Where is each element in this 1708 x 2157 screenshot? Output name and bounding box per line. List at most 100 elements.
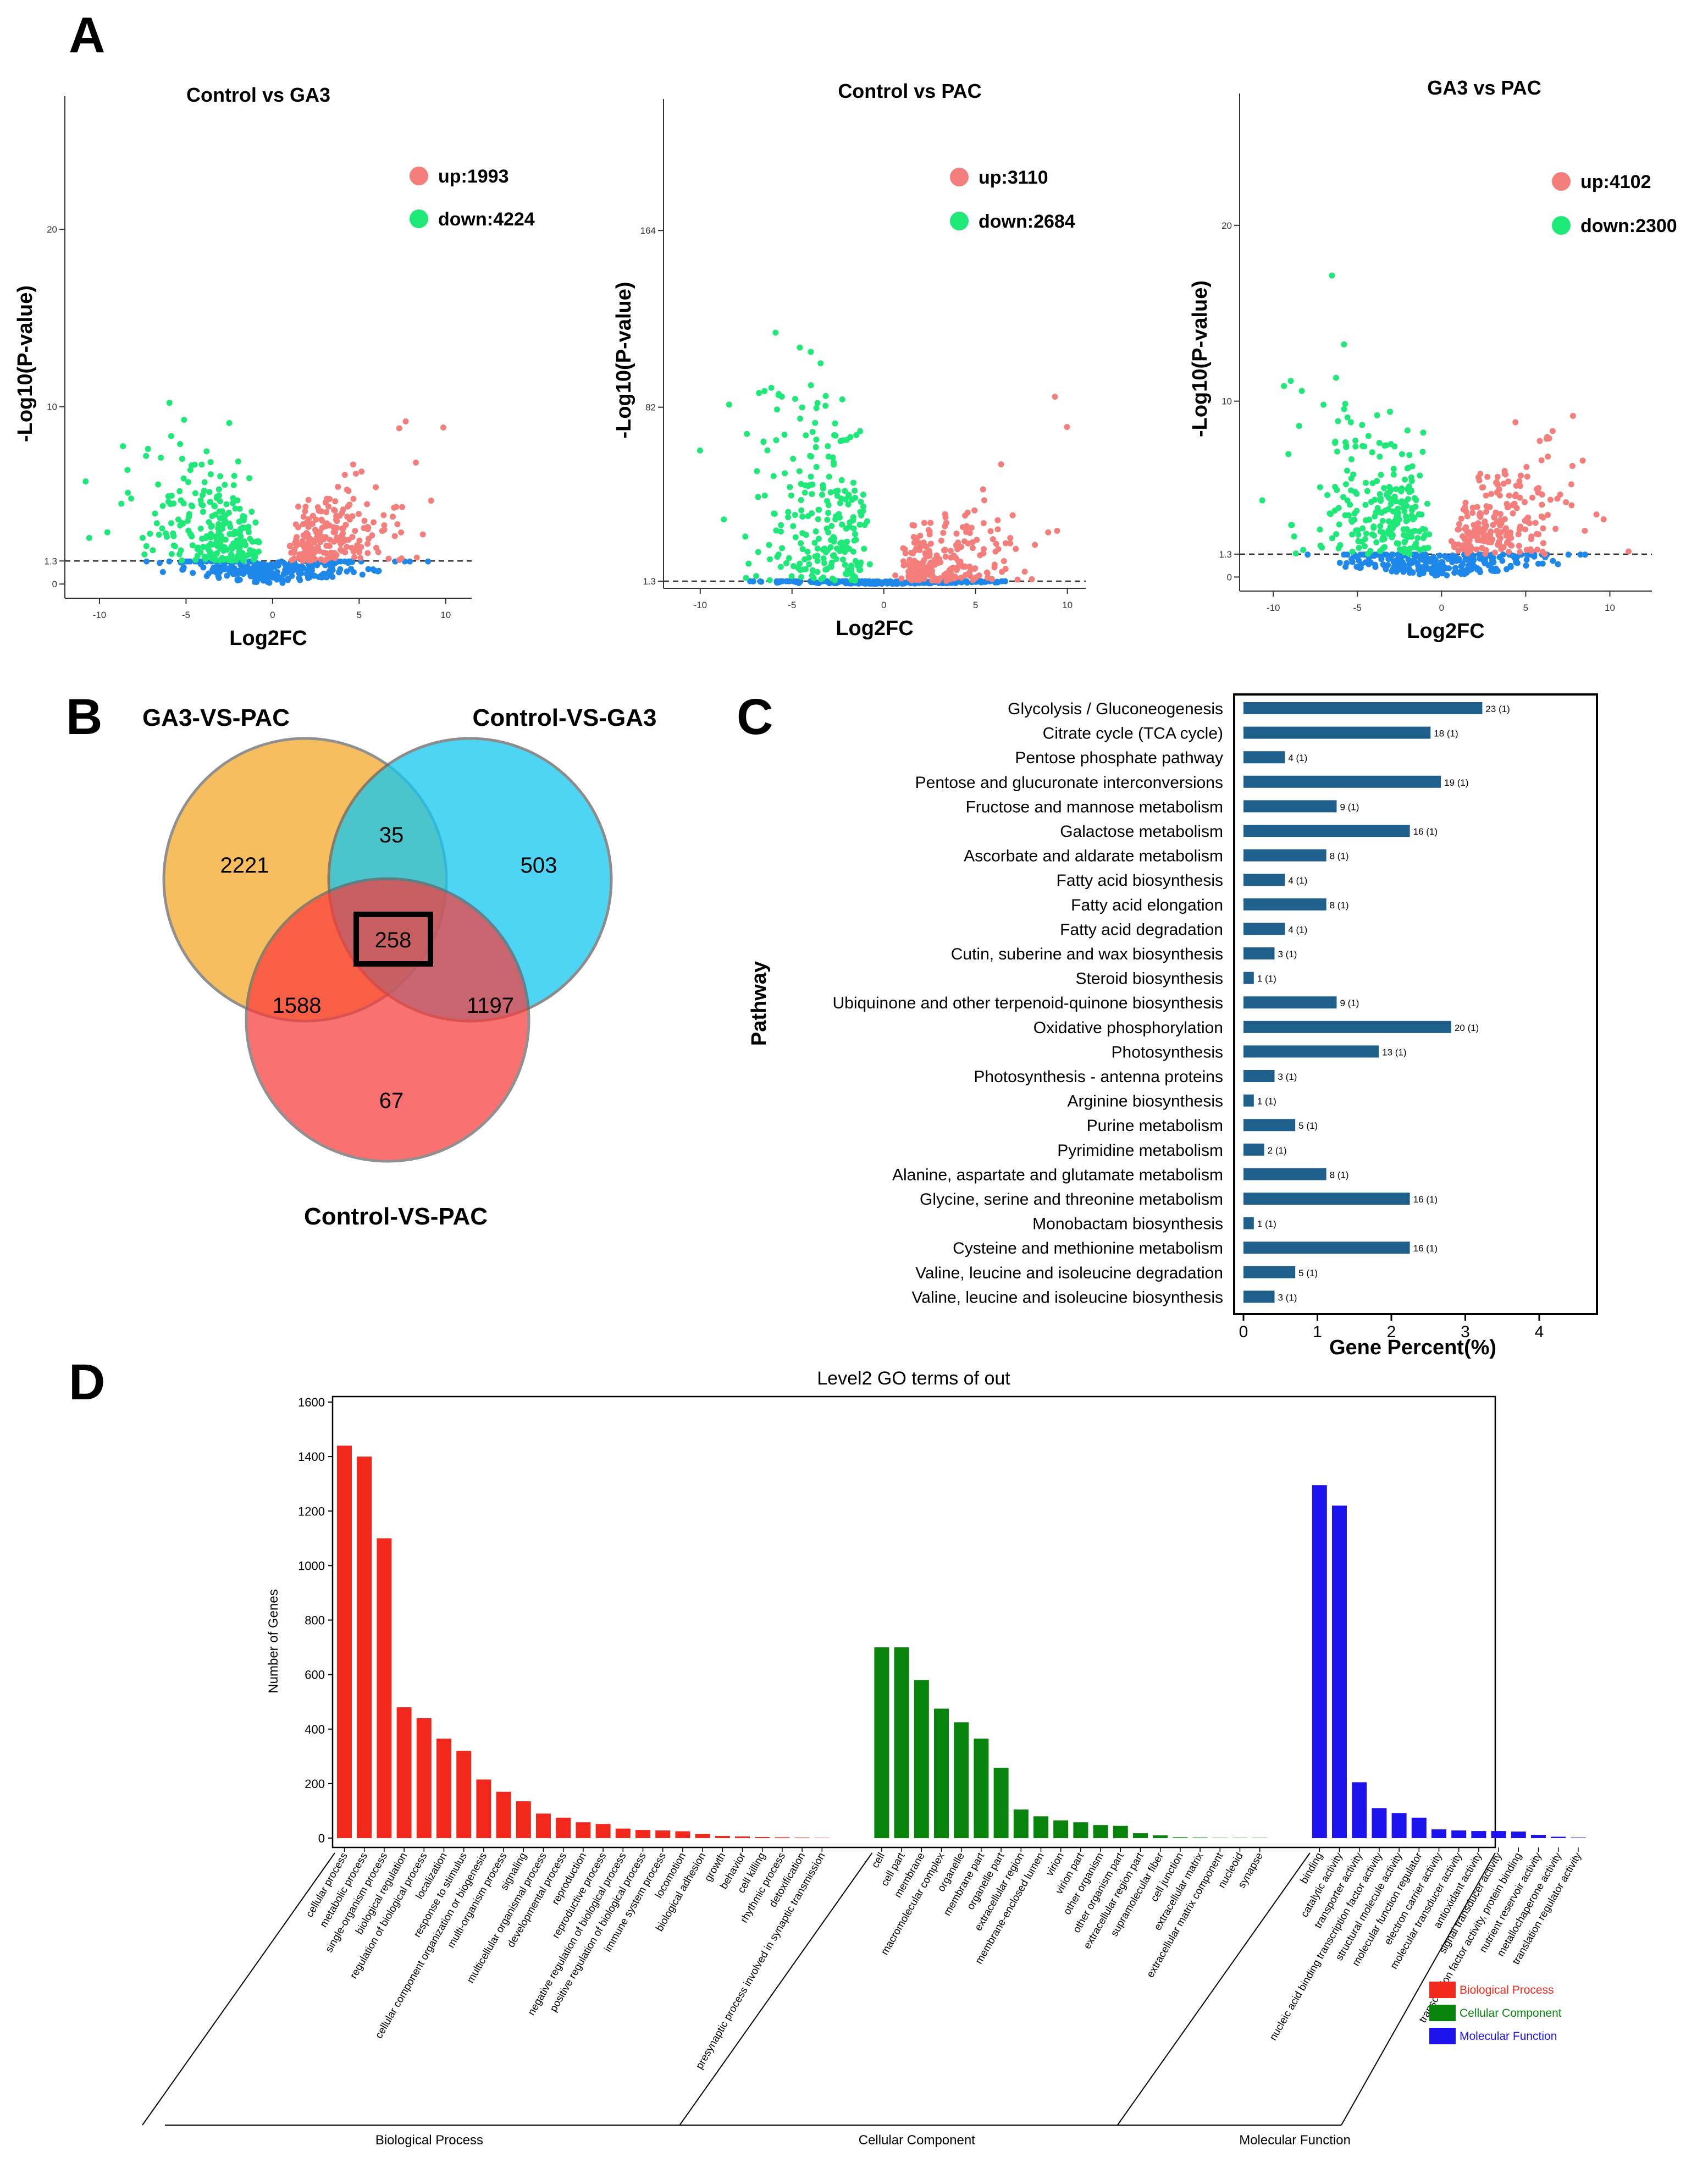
point-up-regulated [962,563,969,570]
point-up-regulated [335,483,341,490]
point-down-regulated [221,512,228,519]
point-up-regulated [327,555,333,561]
point-down-regulated [200,544,207,550]
point-down-regulated [237,533,244,540]
point-not-significant [1436,567,1443,574]
point-down-regulated [1377,509,1384,516]
point-up-regulated [1525,514,1532,521]
point-up-regulated [293,537,300,543]
point-down-regulated [1319,544,1325,551]
point-down-regulated [783,560,789,566]
kegg-pathway-label: Citrate cycle (TCA cycle) [1043,725,1223,743]
y-tick-label: 164 [640,225,656,236]
point-down-regulated [220,548,227,554]
point-up-regulated [1510,510,1516,517]
point-up-regulated [333,516,339,523]
go-bar-cc [1133,1833,1148,1838]
point-down-regulated [1424,500,1430,507]
point-up-regulated [980,520,987,527]
point-up-regulated [1534,531,1540,537]
point-down-regulated [821,560,827,566]
point-down-regulated [202,556,209,562]
point-not-significant [1373,551,1380,558]
point-not-significant [253,578,259,585]
go-y-tick-label: 400 [305,1723,325,1736]
point-up-regulated [1054,527,1060,534]
point-down-regulated [1378,498,1384,504]
point-down-regulated [141,551,148,558]
y-tick-label: 1.3 [1219,549,1232,560]
point-up-regulated [1480,484,1486,490]
go-plot-frame [331,1395,1496,1849]
point-not-significant [1357,564,1364,571]
point-not-significant [215,575,222,581]
point-down-regulated [1365,433,1372,439]
volcano-title: GA3 vs PAC [1427,76,1541,99]
point-up-regulated [998,461,1004,468]
point-up-regulated [337,547,344,553]
go-bar-cc [974,1739,989,1838]
point-not-significant [260,565,267,572]
point-down-regulated [814,400,821,406]
point-down-regulated [1340,494,1346,500]
point-not-significant [337,558,344,565]
point-up-regulated [920,539,927,546]
point-down-regulated [1391,443,1398,450]
y-axis-title: -Log10(P-value) [14,285,37,442]
point-down-regulated [1377,453,1383,460]
point-down-regulated [792,396,798,402]
point-down-regulated [850,479,856,486]
point-up-regulated [1518,472,1524,479]
point-down-regulated [232,505,239,512]
kegg-bar [1243,1290,1275,1303]
go-bar-mf [1531,1835,1546,1838]
point-down-regulated [1343,444,1350,450]
point-up-regulated [932,558,938,565]
point-down-regulated [1333,374,1339,381]
point-down-regulated [792,512,798,518]
point-up-regulated [340,506,346,513]
point-up-regulated [352,528,358,534]
point-not-significant [1431,561,1438,567]
point-up-regulated [345,503,351,510]
point-down-regulated [827,489,834,495]
point-down-regulated [810,575,817,581]
point-down-regulated [1401,539,1408,545]
point-down-regulated [812,528,819,535]
point-up-regulated [1545,512,1551,518]
point-up-regulated [312,547,319,554]
kegg-pathway-label: Alanine, aspartate and glutamate metabol… [892,1166,1223,1184]
point-up-regulated [1540,525,1546,532]
point-down-regulated [1422,545,1429,551]
point-down-regulated [771,511,778,517]
point-down-regulated [837,514,843,521]
point-up-regulated [1523,464,1530,470]
kegg-pathway-label: Pyrimidine metabolism [1057,1141,1223,1160]
point-up-regulated [1474,504,1480,510]
go-y-tick-label: 200 [305,1777,325,1791]
point-down-regulated [1369,449,1375,456]
point-down-regulated [1329,272,1335,279]
point-not-significant [1555,561,1561,567]
point-down-regulated [185,479,191,486]
point-up-regulated [317,529,323,536]
point-up-regulated [1483,509,1490,515]
point-down-regulated [1361,543,1368,549]
point-up-regulated [1521,499,1528,505]
kegg-x-axis-title: Gene Percent(%) [1329,1336,1496,1359]
point-up-regulated [987,528,994,534]
point-down-regulated [1362,479,1369,486]
point-not-significant [1385,556,1392,562]
point-down-regulated [837,500,843,506]
point-up-regulated [921,520,927,526]
point-down-regulated [844,538,850,545]
point-up-regulated [928,577,935,584]
point-up-regulated [926,528,933,535]
point-up-regulated [295,524,301,531]
point-down-regulated [168,433,174,439]
point-not-significant [1399,564,1406,570]
kegg-pathway-bar-chart: Pathway Gene Percent(%) Glycolysis / Glu… [748,693,1598,1359]
point-down-regulated [170,530,176,537]
x-tick-label: -5 [1353,603,1362,613]
point-up-regulated [1002,566,1009,572]
